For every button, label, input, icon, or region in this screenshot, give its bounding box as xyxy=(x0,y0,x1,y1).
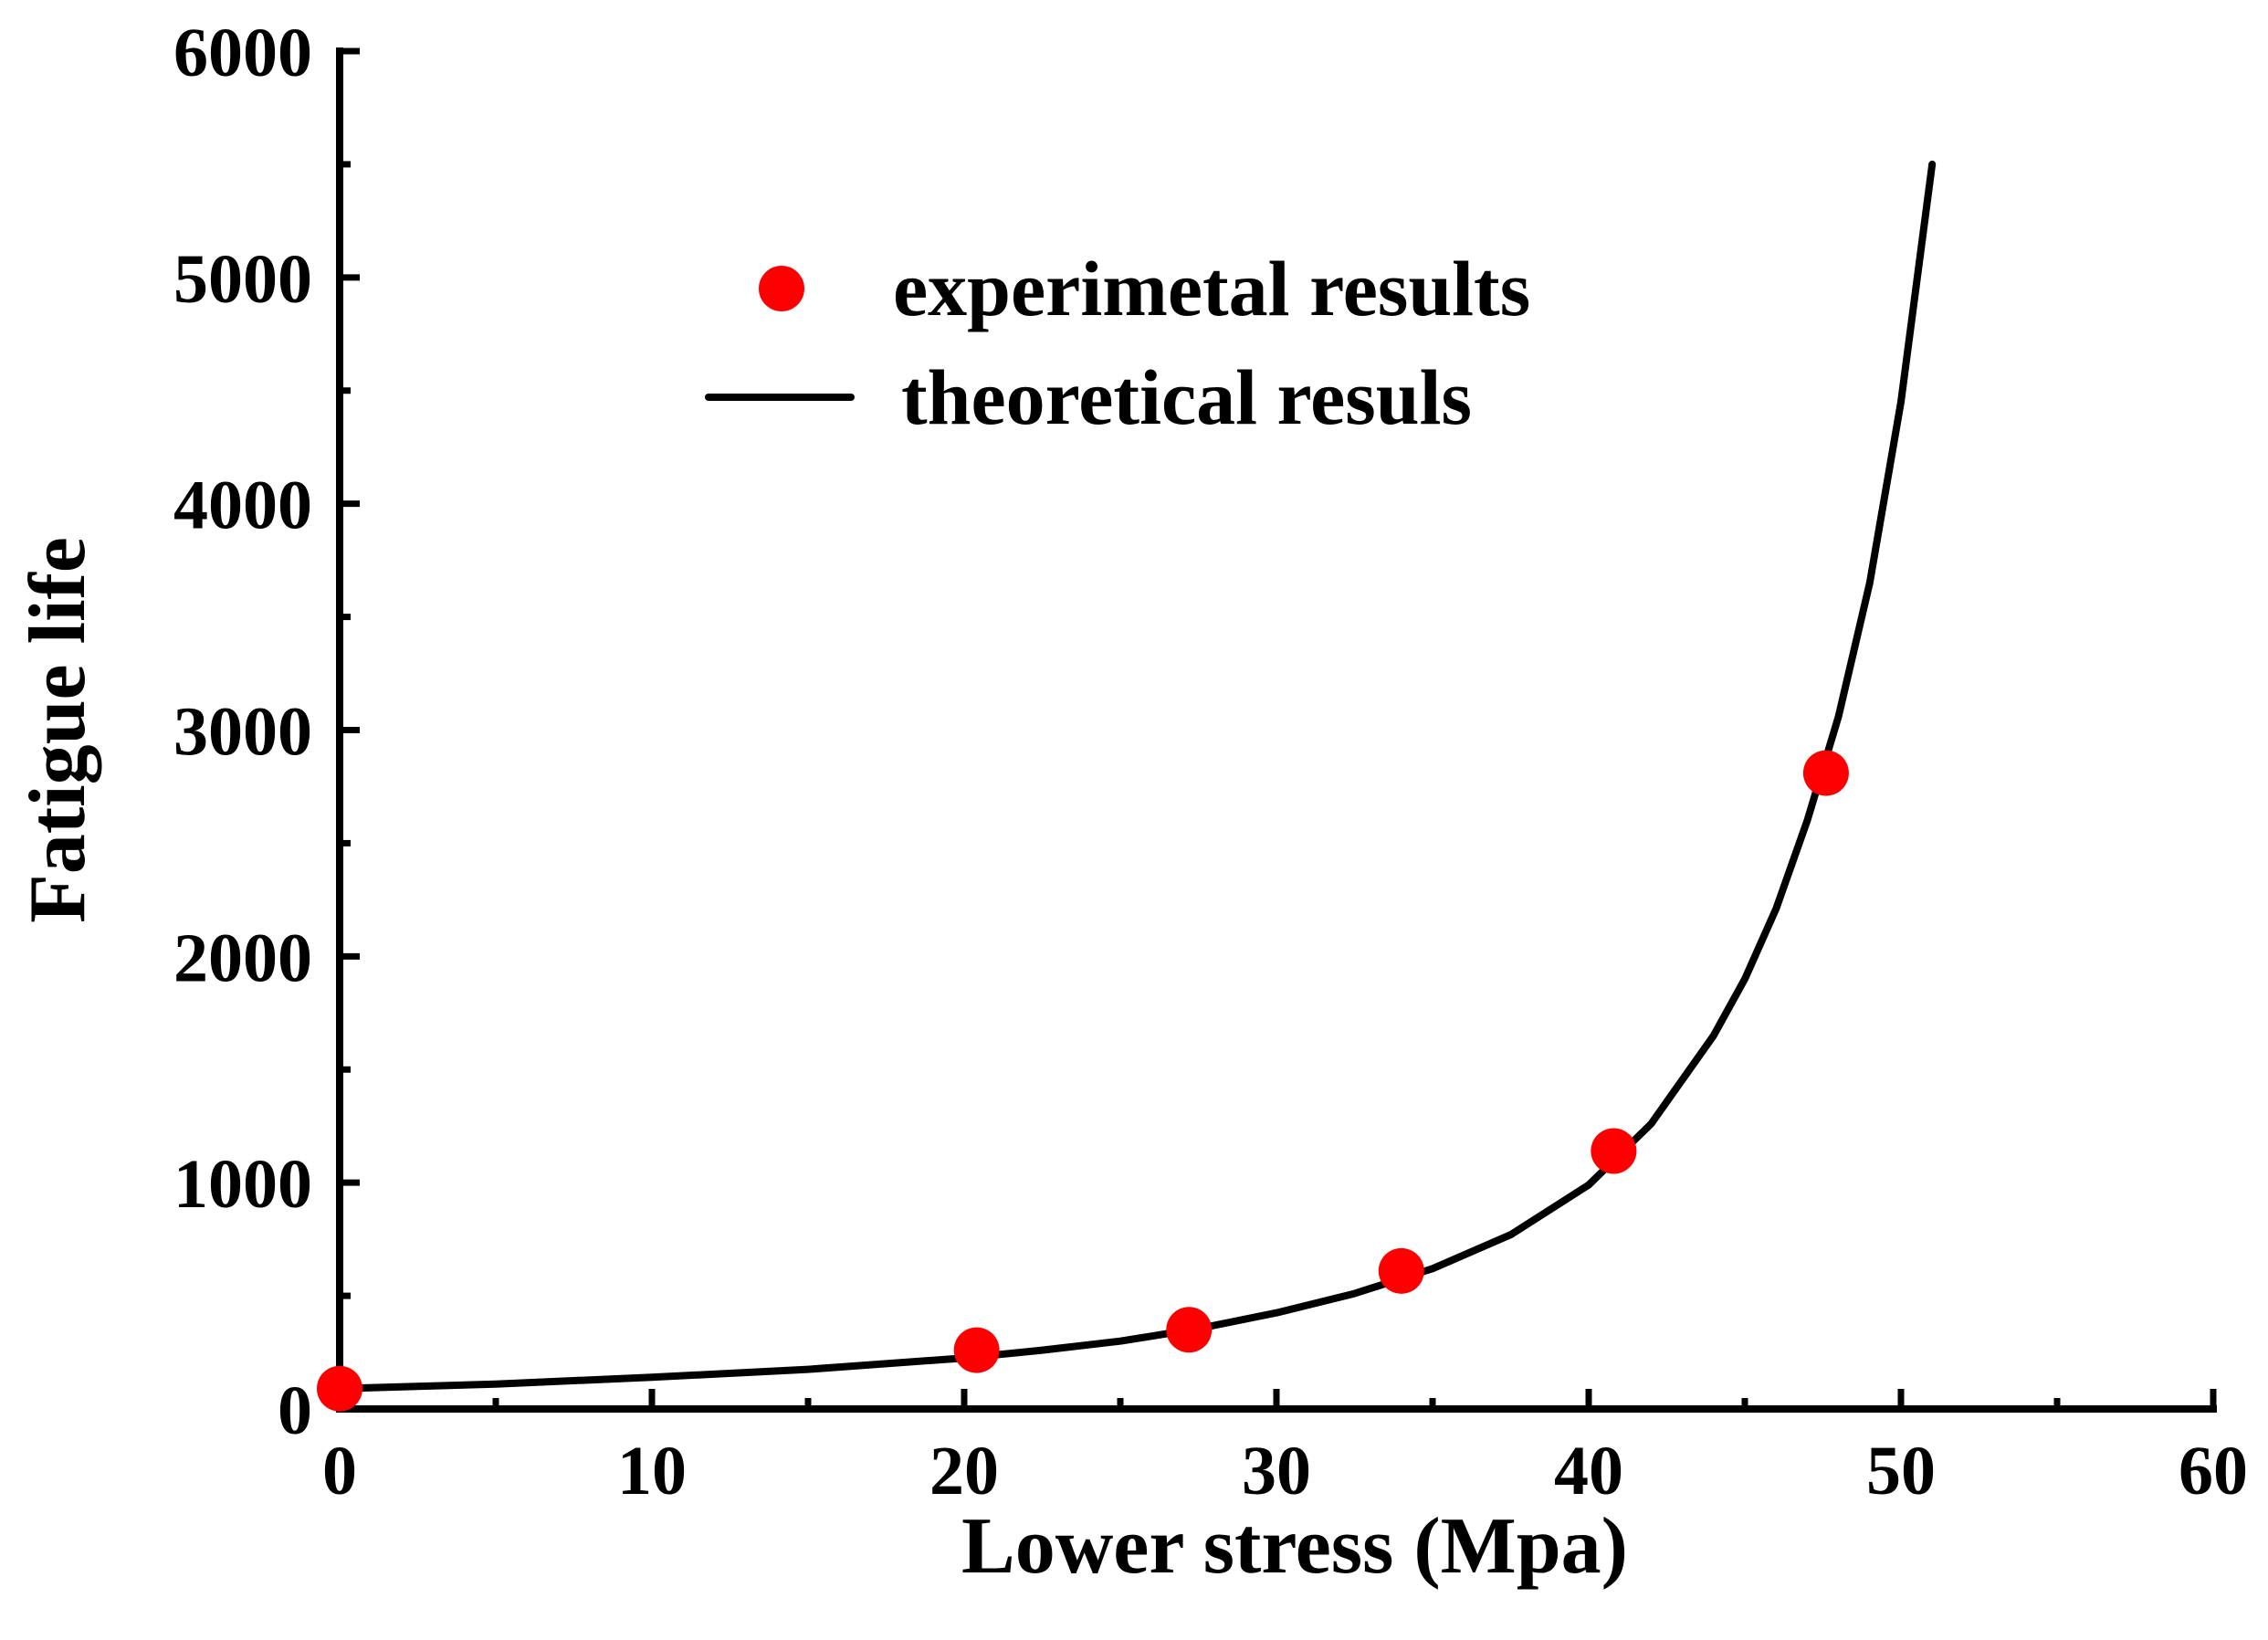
legend-label-theoretical: theoretical resuls xyxy=(901,353,1472,441)
theoretical-results-line xyxy=(336,160,1937,1393)
experimental-point xyxy=(1591,1128,1637,1174)
experimental-point xyxy=(1378,1247,1424,1294)
y-axis-title: Fatigue life xyxy=(14,537,102,923)
y-tick-label: 6000 xyxy=(173,15,312,91)
y-tick-label: 0 xyxy=(278,1372,312,1449)
x-tick-label: 50 xyxy=(1866,1433,1936,1509)
x-axis-ticks: 0 10 20 30 40 50 60 xyxy=(322,1389,2248,1509)
plot-area xyxy=(317,160,1937,1412)
experimental-points xyxy=(317,750,1849,1412)
experimental-point xyxy=(953,1327,1000,1373)
experimental-point xyxy=(317,1365,362,1412)
experimental-point xyxy=(1166,1307,1213,1353)
y-axis-ticks: 0 1000 2000 3000 4000 5000 6000 xyxy=(173,15,360,1449)
legend: experimetal results theoretical resuls xyxy=(705,245,1530,441)
x-tick-label: 40 xyxy=(1554,1433,1623,1509)
y-tick-label: 1000 xyxy=(173,1146,312,1223)
y-tick-label: 5000 xyxy=(173,241,312,318)
x-tick-label: 0 xyxy=(322,1433,357,1509)
legend-marker-experimental xyxy=(759,266,804,311)
x-tick-label: 20 xyxy=(929,1433,999,1509)
x-tick-label: 10 xyxy=(617,1433,687,1509)
y-tick-label: 4000 xyxy=(173,468,312,544)
legend-label-experimental: experimetal results xyxy=(893,245,1530,332)
x-tick-label: 30 xyxy=(1242,1433,1311,1509)
experimental-point xyxy=(1802,750,1849,796)
x-axis-title: Lower stress (Mpa) xyxy=(961,1502,1628,1591)
y-tick-label: 3000 xyxy=(173,694,312,771)
x-tick-label: 60 xyxy=(2179,1433,2248,1509)
axes: 0 10 20 30 40 50 60 0 1000 2000 3000 4000 5000 6000 xyxy=(173,15,2248,1509)
y-tick-label: 2000 xyxy=(173,920,312,996)
